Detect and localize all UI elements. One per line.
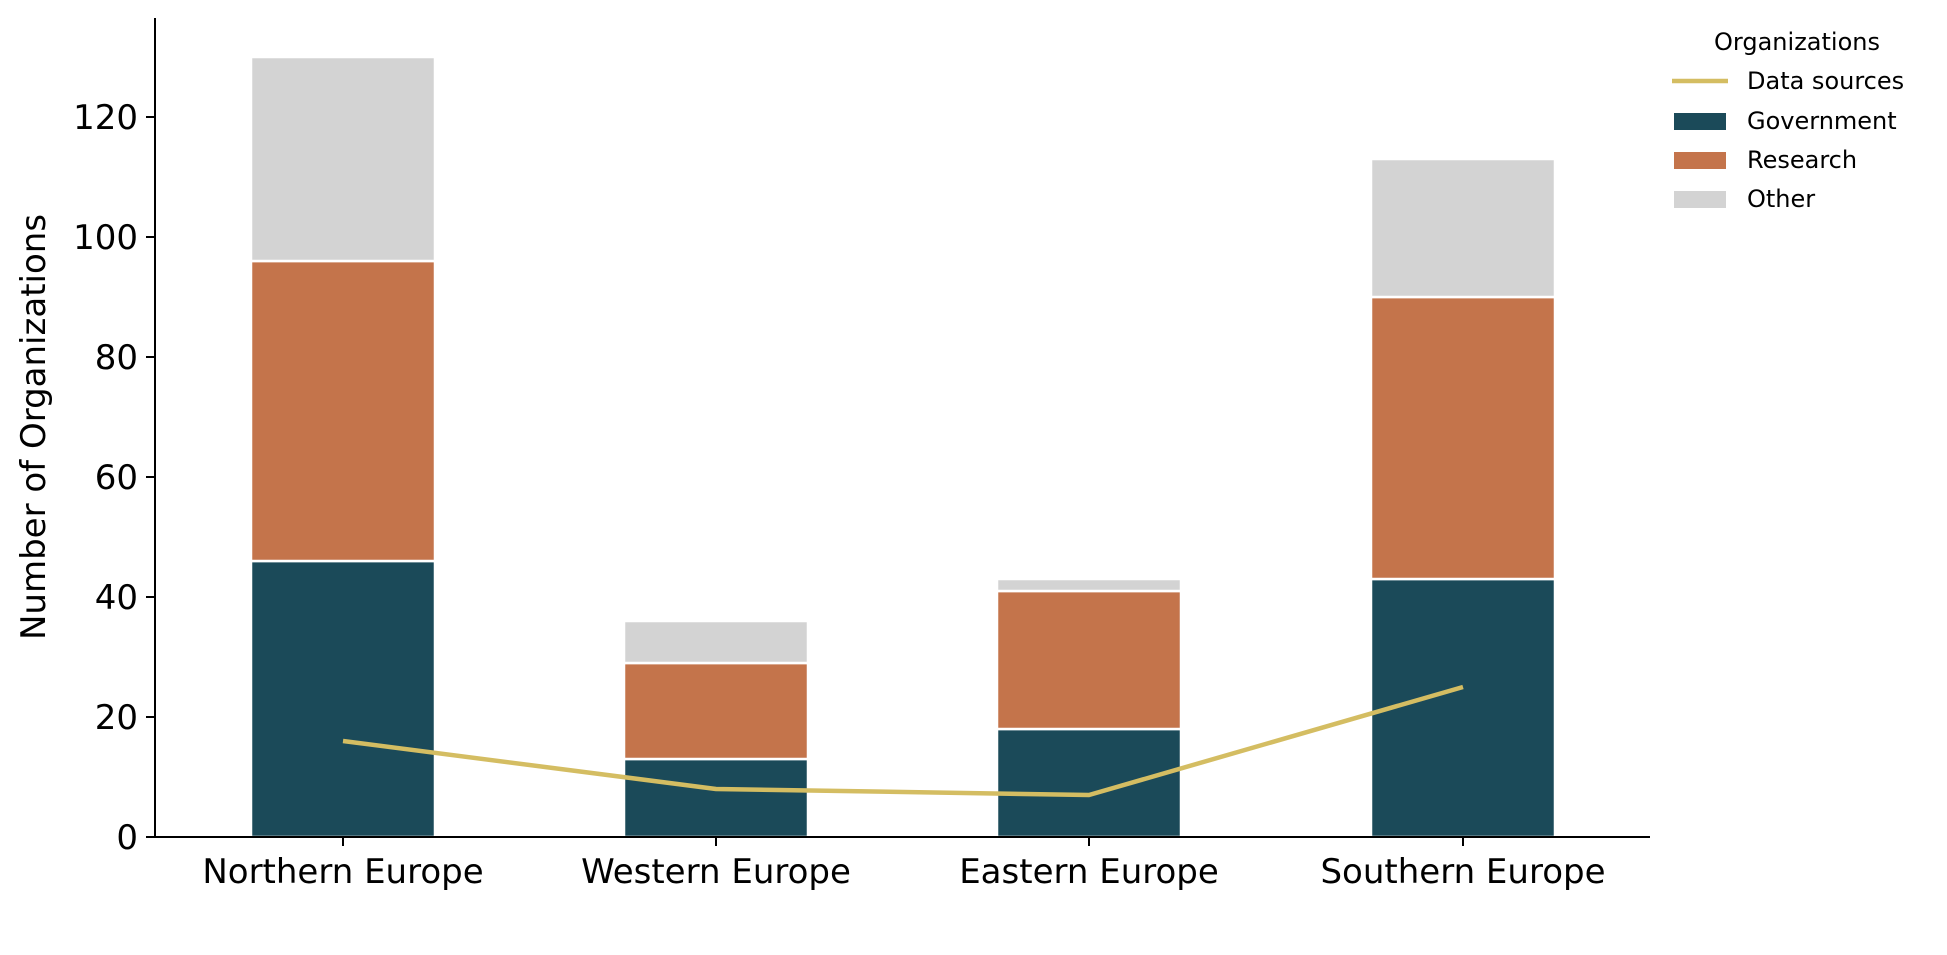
- legend-label-data-sources: Data sources: [1747, 67, 1904, 95]
- y-tick-label: 100: [73, 218, 138, 258]
- line-layer: [342, 684, 1464, 798]
- y-tick-label: 40: [95, 578, 138, 618]
- y-tick-label: 20: [95, 698, 138, 738]
- legend: Organizations Data sources Government Resea…: [1672, 28, 1904, 213]
- y-tick-label: 60: [95, 458, 138, 498]
- bars-layer: [249, 55, 1557, 839]
- bar-research-southern-europe: [1369, 295, 1557, 581]
- legend-title: Organizations: [1714, 28, 1880, 56]
- legend-label-research: Research: [1747, 146, 1857, 174]
- bar-other-western-europe: [622, 619, 810, 665]
- legend-swatch-research: [1674, 152, 1726, 169]
- y-tick-label: 80: [95, 338, 138, 378]
- line-data-sources: [342, 684, 1464, 798]
- y-tick-label: 120: [73, 98, 138, 138]
- legend-label-other: Other: [1747, 185, 1815, 213]
- bar-research-northern-europe: [249, 259, 437, 563]
- bar-other-eastern-europe: [995, 577, 1183, 593]
- bar-government-western-europe: [622, 757, 810, 839]
- bar-government-eastern-europe: [995, 727, 1183, 839]
- bar-research-eastern-europe: [995, 589, 1183, 731]
- x-tick-label: Southern Europe: [1320, 852, 1605, 892]
- bar-government-southern-europe: [1369, 577, 1557, 839]
- bar-other-northern-europe: [249, 55, 437, 263]
- x-tick-label: Northern Europe: [202, 852, 483, 892]
- y-axis-label: Number of Organizations: [14, 214, 54, 640]
- x-tick-label: Eastern Europe: [959, 852, 1219, 892]
- bar-other-southern-europe: [1369, 157, 1557, 299]
- y-tick-label: 0: [116, 818, 138, 858]
- legend-label-government: Government: [1747, 107, 1897, 135]
- bar-research-western-europe: [622, 661, 810, 761]
- legend-swatch-government: [1674, 113, 1726, 130]
- bar-government-northern-europe: [249, 559, 437, 839]
- legend-swatch-other: [1674, 191, 1726, 208]
- axes: 0 20 40 60 80 100 120 Northern Europe Western Eu…: [73, 18, 1650, 892]
- x-tick-label: Western Europe: [581, 852, 851, 892]
